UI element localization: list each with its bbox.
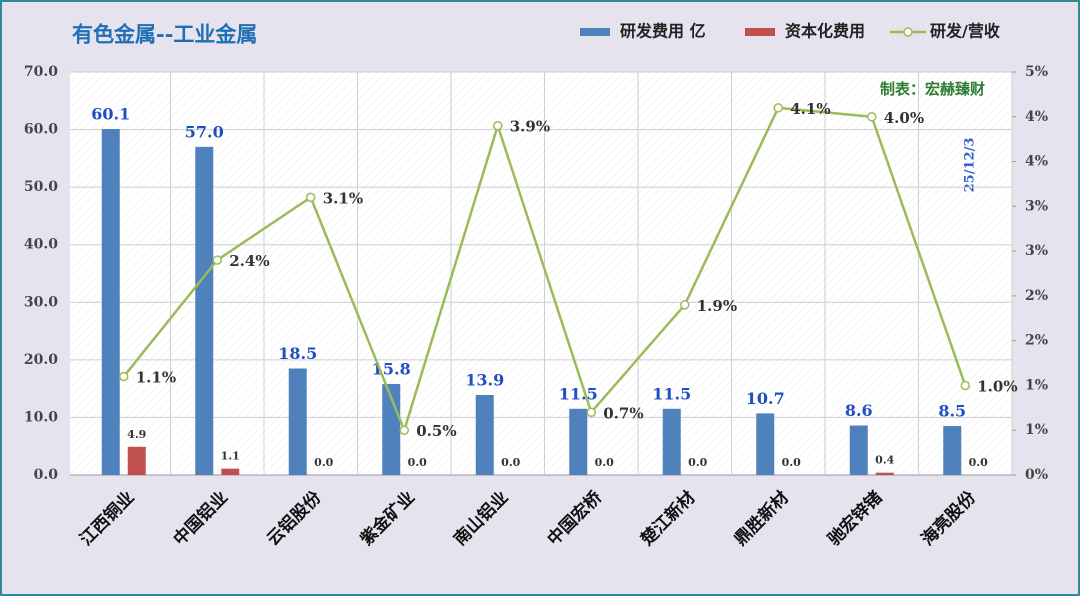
- bar: [101, 128, 120, 475]
- bar: [288, 368, 307, 475]
- data-label: 10.7: [746, 389, 785, 408]
- legend-label: 资本化费用: [785, 22, 865, 41]
- bar: [849, 425, 868, 475]
- data-label: 0.0: [782, 456, 801, 469]
- legend-label: 研发费用 亿: [620, 22, 706, 41]
- annotation: 25/12/3: [963, 138, 978, 193]
- line-point: [493, 120, 503, 131]
- data-label: 0.0: [969, 456, 988, 469]
- data-label: 60.1: [91, 104, 130, 123]
- legend-swatch: [580, 28, 610, 36]
- bar: [569, 408, 588, 475]
- bar: [875, 472, 894, 475]
- data-label: 1.0%: [977, 377, 1017, 395]
- y2-tick-label: 0%: [1025, 467, 1048, 483]
- y2-tick-label: 2%: [1025, 333, 1048, 349]
- plot-area: [70, 72, 1012, 475]
- data-label: 18.5: [278, 344, 317, 363]
- data-label: 57.0: [185, 122, 224, 141]
- data-label: 0.0: [408, 456, 427, 469]
- line-point: [399, 425, 409, 435]
- data-label: 0.0: [314, 456, 333, 469]
- line-point: [119, 371, 129, 382]
- data-label: 1.9%: [697, 297, 737, 315]
- data-label: 1.1%: [136, 368, 176, 386]
- data-label: 0.0: [688, 456, 707, 469]
- data-label: 11.5: [652, 384, 691, 403]
- data-label: 2.4%: [229, 252, 269, 270]
- y-tick-label: 30.0: [24, 294, 58, 310]
- y-tick-label: 60.0: [24, 122, 58, 138]
- y2-tick-label: 1%: [1025, 422, 1048, 438]
- y-tick-label: 40.0: [24, 237, 58, 253]
- data-label: 0.7%: [603, 404, 643, 422]
- y2-tick-label: 1%: [1025, 377, 1048, 393]
- line: [122, 106, 967, 434]
- data-label: 4.0%: [884, 109, 924, 127]
- data-label: 3.1%: [323, 189, 363, 207]
- line-point: [680, 300, 690, 310]
- data-label: 4.1%: [790, 100, 830, 118]
- y2-tick-label: 2%: [1025, 288, 1048, 304]
- line-point: [586, 407, 596, 418]
- y2-tick-label: 5%: [1025, 64, 1048, 80]
- y-tick-label: 0.0: [34, 467, 59, 483]
- y-tick-label: 50.0: [24, 179, 58, 195]
- legend-swatch: [745, 28, 775, 36]
- bar: [195, 146, 214, 476]
- data-label: 1.1: [221, 450, 240, 463]
- y2-tick-label: 3%: [1025, 243, 1048, 259]
- line-point: [960, 380, 970, 391]
- legend-label: 研发/营收: [930, 22, 1000, 41]
- data-label: 11.5: [559, 384, 598, 403]
- bar: [475, 394, 494, 475]
- y-tick-label: 70.0: [24, 64, 58, 80]
- data-label: 8.6: [845, 401, 873, 420]
- data-label: 4.9: [127, 428, 146, 441]
- line-point: [773, 103, 783, 113]
- y2-tick-label: 3%: [1025, 198, 1048, 214]
- data-label: 3.9%: [510, 118, 550, 136]
- y2-tick-label: 4%: [1025, 109, 1048, 125]
- bar: [756, 413, 775, 475]
- line-point: [306, 192, 316, 203]
- legend-swatch: [903, 27, 913, 37]
- y-tick-label: 20.0: [24, 352, 58, 368]
- y2-tick-label: 4%: [1025, 154, 1048, 170]
- data-label: 8.5: [938, 402, 966, 421]
- y-tick-label: 10.0: [24, 409, 58, 425]
- data-label: 0.4: [875, 454, 894, 467]
- bar: [662, 408, 681, 475]
- annotation: 制表：宏赫臻财: [880, 80, 985, 98]
- bar: [127, 446, 146, 475]
- chart-title: 有色金属--工业金属: [72, 22, 257, 47]
- bar: [943, 426, 962, 475]
- data-label: 13.9: [465, 370, 504, 389]
- data-label: 0.0: [501, 456, 520, 469]
- bar: [221, 468, 240, 475]
- data-label: 0.5%: [416, 422, 456, 440]
- line-point: [212, 255, 222, 265]
- data-label: 0.0: [595, 456, 614, 469]
- line-point: [867, 112, 877, 122]
